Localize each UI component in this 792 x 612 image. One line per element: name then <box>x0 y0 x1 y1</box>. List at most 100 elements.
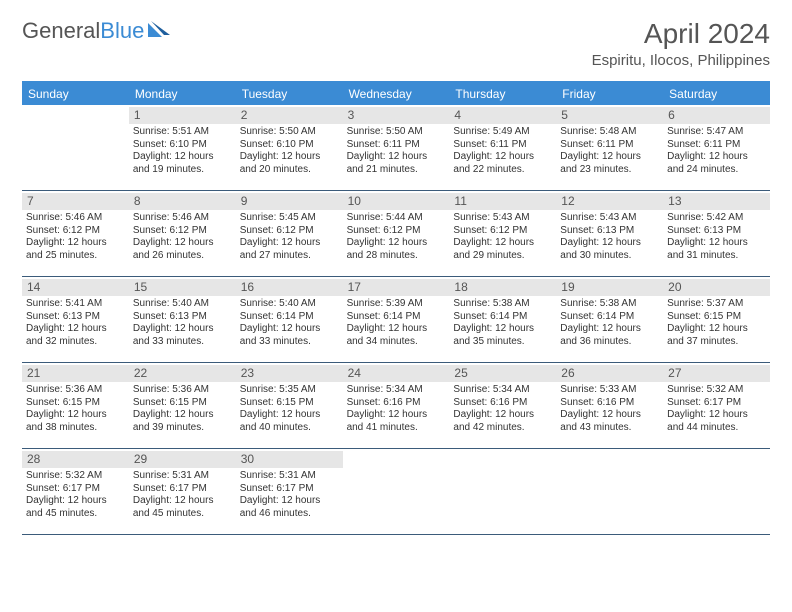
day-number: 1 <box>129 107 236 124</box>
day-number: 8 <box>129 193 236 210</box>
calendar-cell: 30 Sunrise: 5:31 AM Sunset: 6:17 PM Dayli… <box>236 449 343 535</box>
calendar-cell: 18 Sunrise: 5:38 AM Sunset: 6:14 PM Dayli… <box>449 277 556 363</box>
day-details: Sunrise: 5:34 AM Sunset: 6:16 PM Dayligh… <box>347 384 446 434</box>
day-number: 6 <box>663 107 770 124</box>
day-details: Sunrise: 5:50 AM Sunset: 6:11 PM Dayligh… <box>347 126 446 176</box>
day-details: Sunrise: 5:46 AM Sunset: 6:12 PM Dayligh… <box>26 212 125 262</box>
calendar-cell: 20Sunrise: 5:37 AM Sunset: 6:15 PM Dayli… <box>663 277 770 363</box>
calendar-cell: 10 Sunrise: 5:44 AM Sunset: 6:12 PM Dayli… <box>343 191 450 277</box>
calendar-cell <box>449 449 556 535</box>
day-details: Sunrise: 5:43 AM Sunset: 6:12 PM Dayligh… <box>453 212 552 262</box>
calendar-cell: 13 Sunrise: 5:42 AM Sunset: 6:13 PM Dayli… <box>663 191 770 277</box>
brand-name-gray: General <box>22 18 100 43</box>
calendar-cell: 6Sunrise: 5:47 AM Sunset: 6:11 PM Daylig… <box>663 105 770 191</box>
calendar-cell: 11 Sunrise: 5:43 AM Sunset: 6:12 PM Dayli… <box>449 191 556 277</box>
day-number: 27 <box>663 365 770 382</box>
calendar-cell: 28 Sunrise: 5:32 AM Sunset: 6:17 PM Dayli… <box>22 449 129 535</box>
day-header-wednesday: Wednesday <box>343 83 450 105</box>
day-number: 10 <box>343 193 450 210</box>
day-number: 29 <box>129 451 236 468</box>
day-number: 28 <box>22 451 129 468</box>
day-number: 22 <box>129 365 236 382</box>
day-details: Sunrise: 5:51 AM Sunset: 6:10 PM Dayligh… <box>133 126 232 176</box>
day-number <box>556 451 663 453</box>
calendar-cell: 8 Sunrise: 5:46 AM Sunset: 6:12 PM Daylig… <box>129 191 236 277</box>
day-number: 2 <box>236 107 343 124</box>
day-details: Sunrise: 5:39 AM Sunset: 6:14 PM Dayligh… <box>347 298 446 348</box>
day-details: Sunrise: 5:38 AM Sunset: 6:14 PM Dayligh… <box>453 298 552 348</box>
day-number: 24 <box>343 365 450 382</box>
day-details: Sunrise: 5:44 AM Sunset: 6:12 PM Dayligh… <box>347 212 446 262</box>
day-details: Sunrise: 5:32 AM Sunset: 6:17 PM Dayligh… <box>667 384 766 434</box>
calendar-cell: 24 Sunrise: 5:34 AM Sunset: 6:16 PM Dayli… <box>343 363 450 449</box>
day-details: Sunrise: 5:40 AM Sunset: 6:14 PM Dayligh… <box>240 298 339 348</box>
month-title: April 2024 <box>592 18 770 50</box>
day-details: Sunrise: 5:38 AM Sunset: 6:14 PM Dayligh… <box>560 298 659 348</box>
day-number: 11 <box>449 193 556 210</box>
day-header-tuesday: Tuesday <box>236 83 343 105</box>
day-number: 21 <box>22 365 129 382</box>
calendar-cell: 15 Sunrise: 5:40 AM Sunset: 6:13 PM Dayli… <box>129 277 236 363</box>
day-header-friday: Friday <box>556 83 663 105</box>
calendar-cell: 12Sunrise: 5:43 AM Sunset: 6:13 PM Dayli… <box>556 191 663 277</box>
calendar-cell: 4Sunrise: 5:49 AM Sunset: 6:11 PM Daylig… <box>449 105 556 191</box>
day-header-thursday: Thursday <box>449 83 556 105</box>
calendar-cell: 5Sunrise: 5:48 AM Sunset: 6:11 PM Daylig… <box>556 105 663 191</box>
calendar-cell <box>343 449 450 535</box>
calendar-cell: 25 Sunrise: 5:34 AM Sunset: 6:16 PM Dayli… <box>449 363 556 449</box>
calendar-cell <box>22 105 129 191</box>
day-details: Sunrise: 5:49 AM Sunset: 6:11 PM Dayligh… <box>453 126 552 176</box>
calendar-cell: 19 Sunrise: 5:38 AM Sunset: 6:14 PM Dayli… <box>556 277 663 363</box>
calendar-cell: 22 Sunrise: 5:36 AM Sunset: 6:15 PM Dayli… <box>129 363 236 449</box>
day-header-sunday: Sunday <box>22 83 129 105</box>
day-details: Sunrise: 5:31 AM Sunset: 6:17 PM Dayligh… <box>133 470 232 520</box>
day-number: 18 <box>449 279 556 296</box>
day-details: Sunrise: 5:46 AM Sunset: 6:12 PM Dayligh… <box>133 212 232 262</box>
calendar-cell: 23Sunrise: 5:35 AM Sunset: 6:15 PM Dayli… <box>236 363 343 449</box>
calendar-cell <box>556 449 663 535</box>
day-details: Sunrise: 5:34 AM Sunset: 6:16 PM Dayligh… <box>453 384 552 434</box>
day-number: 5 <box>556 107 663 124</box>
day-number <box>343 451 450 453</box>
calendar-cell: 16 Sunrise: 5:40 AM Sunset: 6:14 PM Dayli… <box>236 277 343 363</box>
day-details: Sunrise: 5:42 AM Sunset: 6:13 PM Dayligh… <box>667 212 766 262</box>
day-details: Sunrise: 5:35 AM Sunset: 6:15 PM Dayligh… <box>240 384 339 434</box>
location-text: Espiritu, Ilocos, Philippines <box>592 52 770 69</box>
day-details: Sunrise: 5:50 AM Sunset: 6:10 PM Dayligh… <box>240 126 339 176</box>
title-block: April 2024 Espiritu, Ilocos, Philippines <box>592 18 770 69</box>
calendar-cell: 1 Sunrise: 5:51 AM Sunset: 6:10 PM Daylig… <box>129 105 236 191</box>
day-number <box>449 451 556 453</box>
day-number: 3 <box>343 107 450 124</box>
calendar-cell: 27 Sunrise: 5:32 AM Sunset: 6:17 PM Dayli… <box>663 363 770 449</box>
day-number <box>663 451 770 453</box>
day-number: 17 <box>343 279 450 296</box>
day-details: Sunrise: 5:45 AM Sunset: 6:12 PM Dayligh… <box>240 212 339 262</box>
calendar-cell: 17 Sunrise: 5:39 AM Sunset: 6:14 PM Dayli… <box>343 277 450 363</box>
day-details: Sunrise: 5:31 AM Sunset: 6:17 PM Dayligh… <box>240 470 339 520</box>
day-details: Sunrise: 5:32 AM Sunset: 6:17 PM Dayligh… <box>26 470 125 520</box>
day-header-saturday: Saturday <box>663 83 770 105</box>
brand-name: GeneralBlue <box>22 18 144 44</box>
brand-logo: GeneralBlue <box>22 18 170 44</box>
day-number: 13 <box>663 193 770 210</box>
day-details: Sunrise: 5:36 AM Sunset: 6:15 PM Dayligh… <box>133 384 232 434</box>
calendar-cell: 2 Sunrise: 5:50 AM Sunset: 6:10 PM Daylig… <box>236 105 343 191</box>
day-number: 16 <box>236 279 343 296</box>
brand-triangle-icon <box>148 21 170 42</box>
day-number: 26 <box>556 365 663 382</box>
day-details: Sunrise: 5:33 AM Sunset: 6:16 PM Dayligh… <box>560 384 659 434</box>
day-number: 30 <box>236 451 343 468</box>
calendar-cell <box>663 449 770 535</box>
day-number <box>22 107 129 109</box>
brand-name-blue: Blue <box>100 18 144 43</box>
page-header: GeneralBlue April 2024 Espiritu, Ilocos,… <box>22 18 770 69</box>
day-number: 14 <box>22 279 129 296</box>
day-number: 19 <box>556 279 663 296</box>
day-number: 7 <box>22 193 129 210</box>
day-number: 9 <box>236 193 343 210</box>
calendar-cell: 9 Sunrise: 5:45 AM Sunset: 6:12 PM Daylig… <box>236 191 343 277</box>
day-number: 15 <box>129 279 236 296</box>
day-number: 25 <box>449 365 556 382</box>
calendar-cell: 26 Sunrise: 5:33 AM Sunset: 6:16 PM Dayli… <box>556 363 663 449</box>
day-details: Sunrise: 5:40 AM Sunset: 6:13 PM Dayligh… <box>133 298 232 348</box>
